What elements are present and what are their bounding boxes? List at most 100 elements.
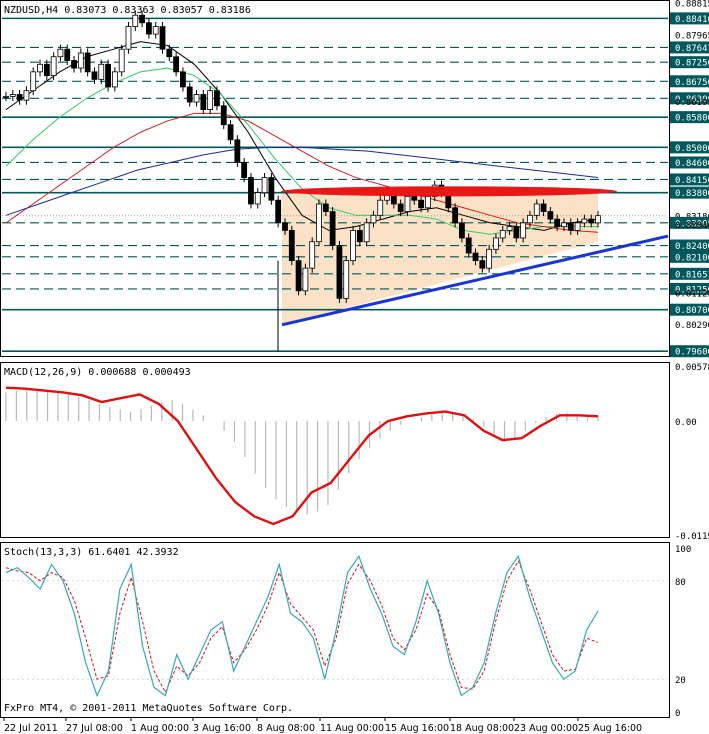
price-axis-tick: 0.86195	[675, 98, 709, 108]
candle-body	[397, 203, 404, 212]
time-axis-label: 15 Aug 16:00	[385, 723, 449, 734]
price-panel-frame	[0, 0, 670, 357]
price-level-tag	[670, 173, 709, 186]
time-axis-label: 1 Aug 00:00	[131, 723, 189, 734]
candle-body	[180, 71, 186, 88]
candle-body	[268, 177, 275, 201]
candle-body	[3, 95, 9, 98]
price-axis-tick: 0.81125	[675, 290, 709, 300]
candle-body	[588, 218, 595, 224]
candle-body	[193, 94, 200, 103]
candle-body	[288, 230, 295, 262]
candle-body	[159, 26, 166, 50]
candle-body	[145, 22, 152, 35]
price-level-tag	[670, 92, 709, 105]
candle-body	[98, 63, 105, 80]
candle-body	[499, 230, 506, 239]
candle-body	[275, 199, 282, 224]
stoch-axis-tick: 80	[675, 578, 686, 588]
candle-body	[567, 222, 574, 231]
stoch-axis-tick: 20	[675, 676, 686, 686]
candle-body	[574, 222, 581, 231]
price-level-label: 0.87256	[675, 59, 709, 69]
candle-body	[520, 222, 527, 239]
candle-body	[363, 222, 370, 243]
candle-body	[418, 199, 424, 209]
candle-body	[561, 222, 567, 228]
candle-body	[329, 211, 336, 246]
candle-body	[30, 71, 37, 92]
candle-body	[581, 218, 588, 224]
price-level-label: 0.87647	[675, 44, 709, 54]
candle-body	[479, 260, 486, 269]
candle-body	[207, 90, 214, 110]
stoch-axis-tick: 100	[675, 545, 691, 555]
stoch-title: Stoch(13,3,3) 61.6401 42.3932	[4, 547, 179, 558]
macd-title: MACD(12,26,9) 0.000688 0.000493	[4, 367, 191, 378]
time-axis-label: 27 Jul 08:00	[66, 723, 123, 734]
price-level-tag	[670, 111, 709, 124]
candle-body	[173, 56, 180, 73]
candle-body	[16, 94, 23, 101]
candle-body	[554, 218, 561, 228]
stoch-panel: 100 80 20 0	[2, 545, 691, 719]
moving-average-line	[5, 112, 599, 233]
candle-body	[248, 177, 254, 205]
time-axis-label: 3 Aug 16:00	[193, 723, 251, 734]
candle-body	[125, 26, 132, 50]
candle-body	[57, 48, 64, 58]
price-level-tag	[670, 250, 709, 263]
candle-body	[241, 162, 248, 178]
price-level-tag	[670, 216, 709, 229]
candle-body	[506, 226, 513, 231]
support-trendline	[281, 234, 669, 327]
candle-body	[547, 211, 554, 220]
candle-body	[459, 222, 465, 239]
candle-body	[411, 196, 418, 201]
macd-panel-frame	[0, 362, 670, 538]
candle-body	[50, 56, 57, 77]
candle-body	[472, 252, 479, 262]
candle-body	[118, 48, 125, 73]
macd-axis-tick: 0.00	[675, 418, 697, 428]
price-level-tag	[670, 186, 709, 199]
price-level-tag	[670, 267, 709, 280]
candle-body	[84, 52, 91, 73]
moving-average-line	[5, 41, 599, 231]
price-level-tag	[670, 141, 709, 154]
time-axis-label: 18 Aug 08:00	[450, 723, 514, 734]
candle-body	[43, 63, 50, 77]
candle-body	[595, 215, 601, 224]
macd-signal-line	[5, 386, 599, 526]
price-level-tag	[670, 75, 709, 88]
price-level-tag	[670, 56, 709, 69]
candle-body	[343, 260, 350, 299]
candle-body	[527, 214, 533, 224]
macd-panel: 0.00578 0.00 -0.01196	[5, 363, 709, 542]
candle-body	[105, 63, 111, 88]
candle-body	[295, 260, 302, 292]
candle-body	[350, 230, 356, 262]
price-level-label: 0.81651	[675, 270, 709, 280]
candle-body	[166, 48, 173, 58]
candle-body	[234, 139, 241, 163]
price-chart-title: NZDUSD,H4 0.83073 0.83363 0.83057 0.8318…	[4, 5, 251, 16]
candle-body	[186, 86, 193, 103]
price-level-label: 0.88416	[675, 15, 709, 25]
candle-body	[77, 52, 84, 69]
stoch-panel-frame	[0, 542, 670, 718]
copyright-footer: FxPro MT4, © 2001-2011 MetaQuotes Softwa…	[4, 703, 293, 714]
time-axis-label: 22 Jul 2011	[4, 723, 58, 734]
time-axis-label: 23 Aug 00:00	[514, 723, 578, 734]
candle-body	[533, 203, 540, 216]
candle-body	[486, 248, 493, 269]
